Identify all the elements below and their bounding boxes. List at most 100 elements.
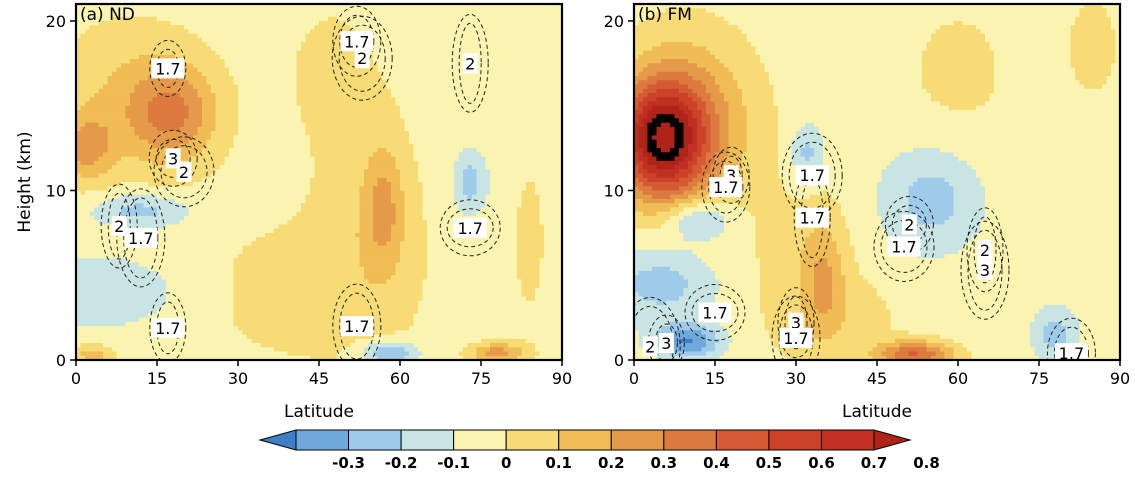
panel-a-field-cell — [242, 50, 248, 56]
panel-a-field-cell — [229, 20, 235, 26]
panel-a-field-cell — [179, 283, 185, 289]
panel-a-field-cell — [301, 245, 307, 251]
panel-a-field-cell — [269, 177, 275, 183]
panel-a-field-cell — [170, 283, 176, 289]
panel-a-field-cell — [143, 131, 149, 136]
panel-a-field-cell — [134, 177, 140, 183]
panel-a-field-cell — [242, 198, 248, 204]
panel-a-field-cell — [242, 114, 248, 120]
panel-a-field-cell — [224, 186, 230, 192]
panel-a-field-cell — [103, 67, 109, 73]
panel-a-field-cell — [107, 215, 113, 221]
panel-a-field-cell — [242, 292, 248, 298]
panel-a-field-cell — [89, 54, 95, 60]
panel-a-field-cell — [242, 25, 248, 31]
panel-a-field-cell — [215, 330, 221, 336]
panel-a-field-cell — [296, 347, 302, 353]
panel-a-field-cell — [323, 139, 329, 145]
panel-a-field-cell — [143, 275, 149, 281]
panel-a-field-cell — [197, 169, 203, 175]
panel-a-field-cell — [161, 338, 167, 344]
panel-a-field-cell — [292, 203, 298, 209]
panel-a-field-cell — [247, 211, 253, 217]
panel-a-field-cell — [211, 279, 217, 285]
panel-a-field-cell — [247, 143, 253, 149]
panel-a-field-cell — [125, 152, 131, 158]
panel-a-field-cell — [139, 169, 145, 175]
panel-a-field-cell — [278, 283, 284, 289]
panel-a-field-cell — [292, 135, 298, 141]
panel-a-field-cell — [188, 215, 194, 221]
panel-a-field-cell — [310, 211, 316, 217]
panel-a-field-cell — [229, 203, 235, 209]
panel-a-field-cell — [107, 37, 113, 43]
panel-a-field-cell — [202, 304, 208, 310]
panel-a-field-cell — [292, 139, 298, 145]
panel-a-field-cell — [296, 97, 302, 103]
panel-a-field-cell — [328, 186, 334, 192]
panel-a-field-cell — [256, 42, 262, 47]
panel-a-field-cell — [224, 351, 230, 357]
panel-a-field-cell — [337, 118, 343, 124]
panel-a-field-cell — [152, 347, 158, 353]
panel-a-field-cell — [134, 254, 140, 259]
panel-a-field-cell — [332, 347, 338, 353]
panel-a-field-cell — [76, 355, 82, 360]
panel-a-field-cell — [314, 334, 320, 340]
panel-a-field-cell — [107, 190, 113, 196]
panel-a-field-cell — [242, 343, 248, 348]
panel-a-field-cell — [161, 351, 167, 357]
panel-a-field-cell — [197, 220, 203, 225]
panel-a-field-cell — [256, 4, 262, 9]
panel-a-field-cell — [332, 156, 338, 162]
panel-a-field-cell — [296, 109, 302, 115]
panel-a-field-cell — [148, 190, 154, 196]
panel-a-field-cell — [296, 317, 302, 323]
panel-a-field-cell — [161, 25, 167, 31]
panel-a-field-cell — [143, 283, 149, 289]
panel-a-field-cell — [319, 287, 325, 293]
panel-a-field-cell — [134, 93, 140, 98]
panel-a-field-cell — [287, 313, 293, 319]
panel-a-field-cell — [242, 355, 248, 360]
panel-a-field-cell — [328, 254, 334, 259]
panel-a-field-cell — [328, 279, 334, 285]
panel-a-field-cell — [283, 126, 289, 132]
panel-a-field-cell — [112, 109, 118, 115]
panel-a-field-cell — [220, 304, 226, 310]
panel-a-field-cell — [274, 249, 280, 255]
panel-a-field-cell — [211, 211, 217, 217]
panel-a-field-cell — [179, 88, 185, 94]
panel-a-field-cell — [139, 80, 145, 86]
panel-a-field-cell — [256, 271, 262, 276]
panel-a-field-cell — [319, 29, 325, 35]
panel-a-field-cell — [80, 93, 86, 98]
panel-a-field-cell — [265, 97, 271, 103]
panel-a-field-cell — [134, 343, 140, 348]
panel-a-field-cell — [278, 296, 284, 302]
panel-a-field-cell — [188, 198, 194, 204]
panel-a-field-cell — [188, 105, 194, 111]
panel-a-field-cell — [76, 287, 82, 293]
panel-a-field-cell — [76, 296, 82, 302]
panel-a-field-cell — [256, 88, 262, 94]
panel-a-field-cell — [296, 93, 302, 98]
panel-a-field-cell — [238, 313, 244, 319]
panel-a-field-cell — [76, 228, 82, 234]
panel-a-field-cell — [215, 50, 221, 56]
panel-a-field-cell — [193, 338, 199, 344]
panel-a-field-cell — [341, 139, 347, 145]
panel-a-field-cell — [301, 220, 307, 225]
panel-a-field-cell — [323, 42, 329, 47]
panel-a-field-cell — [139, 254, 145, 259]
panel-a-field-cell — [251, 93, 257, 98]
panel-a-field-cell — [148, 152, 154, 158]
panel-a-field-cell — [328, 292, 334, 298]
panel-a-field-cell — [229, 8, 235, 14]
panel-a-field-cell — [148, 186, 154, 192]
panel-a-field-cell — [152, 254, 158, 259]
panel-a-field-cell — [211, 203, 217, 209]
panel-a-field-cell — [76, 300, 82, 306]
panel-a-field-cell — [103, 131, 109, 136]
panel-a-field-cell — [76, 215, 82, 221]
